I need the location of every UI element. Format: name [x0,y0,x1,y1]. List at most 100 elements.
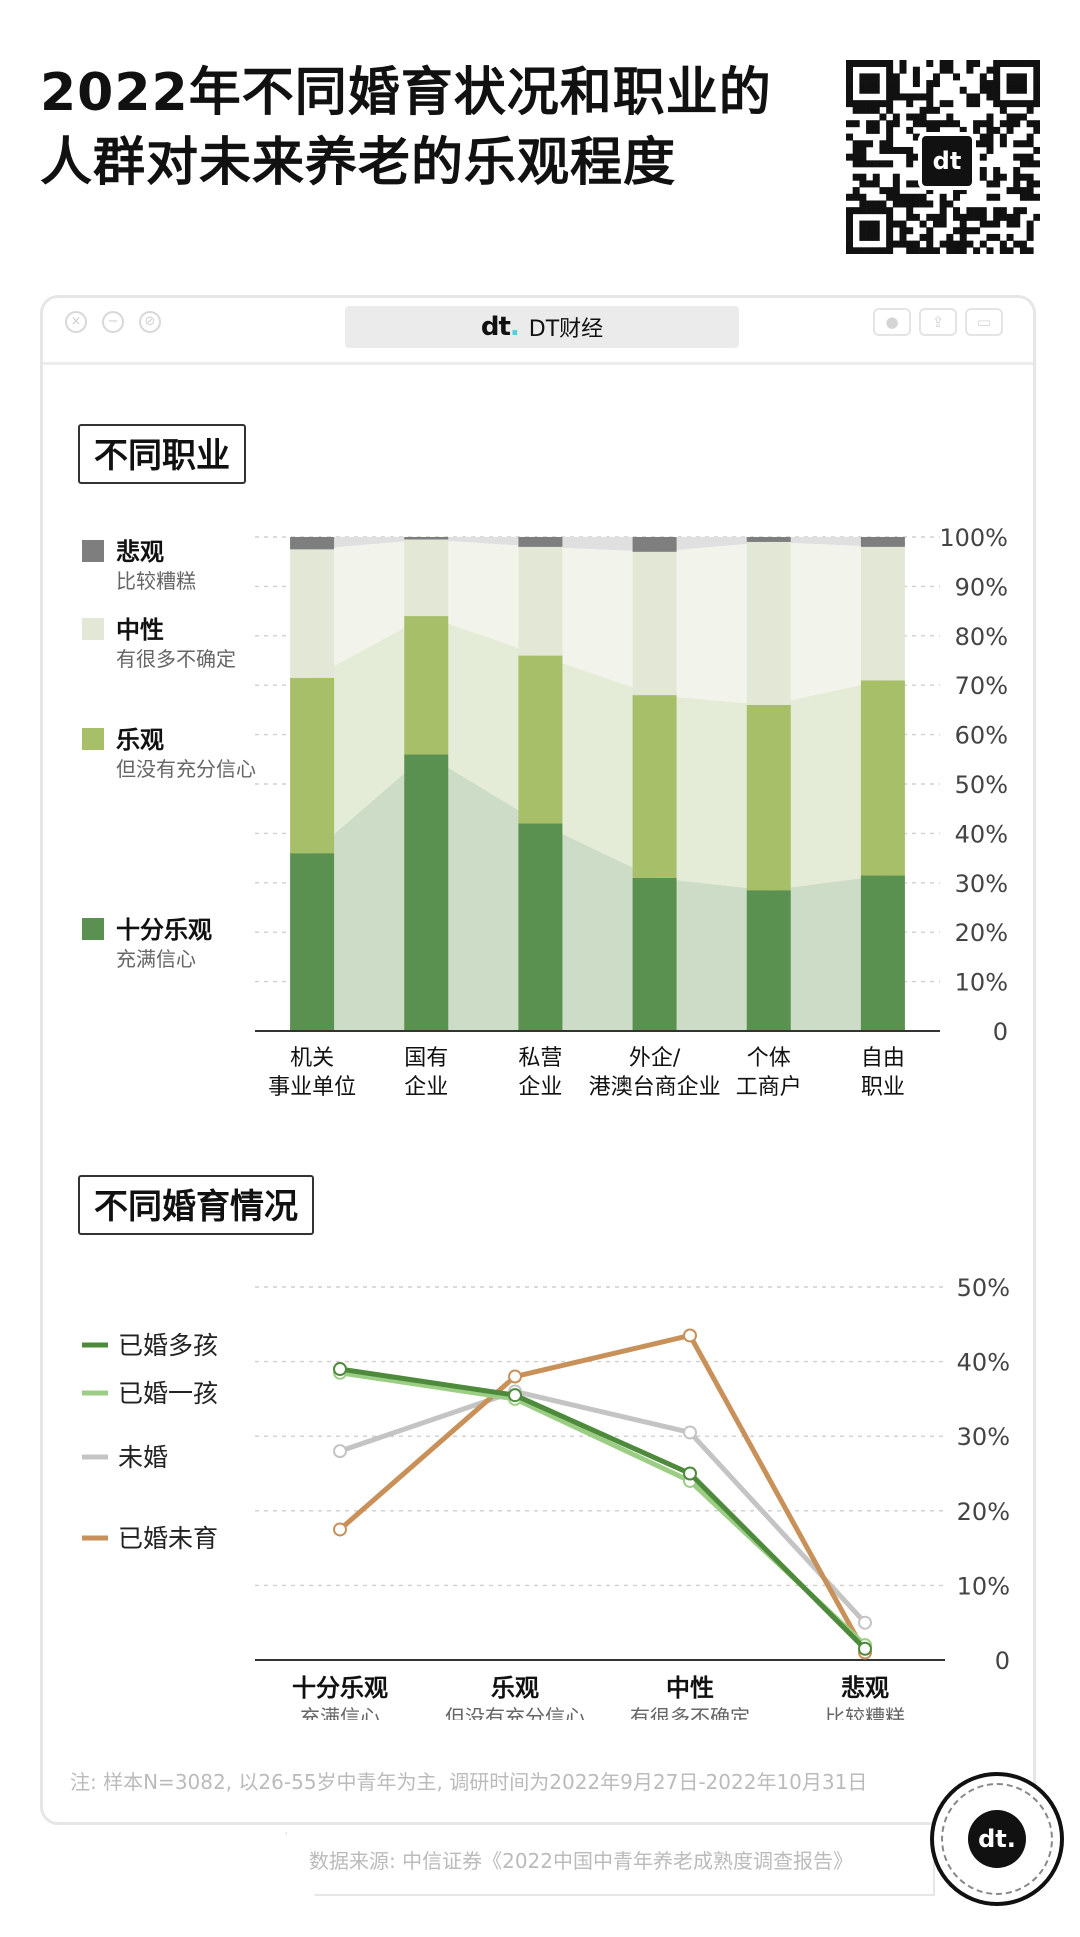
qr-module [999,60,1007,67]
qr-module [966,240,974,248]
qr-module [872,220,880,228]
qr-module [946,60,954,67]
qr-module [846,220,853,228]
qr-module [986,93,994,101]
y-tick-label: 80% [955,623,1008,651]
qr-module [1013,80,1021,88]
qr-module [953,193,961,201]
qr-module [906,207,914,215]
bar-segment [404,539,449,617]
qr-module [1026,60,1034,67]
y-tick-label: 90% [955,573,1008,601]
qr-module [886,93,894,101]
qr-module [879,247,887,254]
qr-module [939,100,947,108]
dt-badge-icon[interactable]: dt. [930,1772,1064,1906]
data-point [333,1362,347,1377]
data-point [508,1369,522,1384]
qr-module [1026,247,1034,254]
qr-module [926,200,934,208]
qr-module [993,100,1001,108]
qr-module [886,100,894,108]
qr-module [912,240,920,248]
qr-module [859,160,867,168]
qr-module [926,120,934,128]
qr-module [899,240,907,248]
qr-module [912,93,920,101]
qr-module [953,247,961,254]
qr-module [932,80,940,88]
qr-module [999,133,1007,141]
qr-module [852,106,860,114]
qr-module [979,86,987,94]
data-point [683,1425,697,1440]
qr-module [993,220,1001,228]
qr-module [919,233,927,241]
qr-module [846,66,853,74]
qr-module [886,213,894,221]
qr-module [846,93,853,101]
qr-module [999,100,1007,108]
qr-module [892,220,900,228]
qr-module [919,106,927,114]
qr-module [986,146,994,154]
qr-module [973,93,981,101]
legend-label: 中性 [116,616,164,644]
address-bar[interactable]: dt. DT财经 [345,306,739,348]
share-icon[interactable]: ⇪ [919,308,957,336]
qr-module [892,86,900,94]
qr-module [1026,187,1034,195]
qr-module [906,240,914,248]
qr-module [1013,240,1021,248]
qr-module [872,160,880,168]
qr-module [966,207,974,215]
series-line [338,1332,868,1654]
dt-badge-mark: dt. [968,1810,1026,1868]
y-tick-label: 10% [957,1572,1010,1600]
x-category-label: 企业 [404,1075,448,1100]
qr-module [993,213,1001,221]
close-icon[interactable]: × [65,311,87,333]
qr-module [912,73,920,81]
qr-module [886,227,894,235]
qr-module [906,200,914,208]
qr-module [852,146,860,154]
qr-code[interactable]: dt [846,60,1040,254]
qr-module [993,86,1001,94]
qr-module [1013,180,1021,188]
qr-module [886,106,894,114]
qr-module [859,247,867,254]
legend-sublabel: 有很多不确定 [116,647,236,671]
qr-module [852,120,860,128]
bar-segment [404,537,449,540]
qr-module [852,160,860,168]
qr-module [886,187,894,195]
bar-segment [746,541,791,705]
qr-module [986,180,994,188]
qr-module [906,113,914,121]
record-icon[interactable]: ● [873,308,911,336]
qr-module [886,220,894,228]
bar-segment [290,537,335,550]
qr-module [1026,220,1034,228]
qr-module [932,120,940,128]
qr-module [1019,193,1027,201]
qr-module [1026,153,1034,161]
bar-segment [746,704,791,891]
expand-icon[interactable]: ⊘ [139,311,161,333]
qr-module [886,133,894,141]
title-line-2: 人群对未来养老的乐观程度 [40,133,677,193]
qr-module [879,113,887,121]
minimize-icon[interactable]: − [102,311,124,333]
data-point [683,1466,697,1481]
bar-segment [404,754,449,1031]
qr-module [906,180,914,188]
qr-module [973,126,981,134]
qr-module [886,193,894,201]
qr-module [993,167,1001,175]
qr-module [993,93,1001,101]
window-icon[interactable]: ▭ [965,308,1003,336]
qr-module [986,86,994,94]
qr-module [912,193,920,201]
qr-module [912,113,920,121]
